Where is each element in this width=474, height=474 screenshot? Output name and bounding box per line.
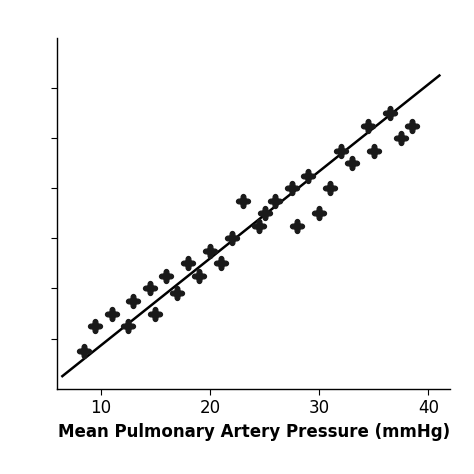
Point: [370, 147, 378, 155]
Point: [255, 222, 263, 229]
Point: [151, 310, 159, 317]
Point: [304, 172, 312, 180]
Point: [337, 147, 345, 155]
Point: [81, 347, 88, 355]
X-axis label: Mean Pulmonary Artery Pressure (mmHg): Mean Pulmonary Artery Pressure (mmHg): [57, 423, 450, 441]
Point: [108, 310, 115, 317]
Point: [365, 122, 372, 129]
Point: [315, 210, 323, 217]
Point: [206, 247, 214, 255]
Point: [129, 297, 137, 305]
Point: [195, 272, 203, 280]
Point: [239, 197, 246, 205]
Point: [288, 184, 296, 192]
Point: [173, 290, 181, 297]
Point: [272, 197, 279, 205]
Point: [261, 210, 268, 217]
Point: [408, 122, 416, 129]
Point: [124, 322, 132, 330]
Point: [163, 272, 170, 280]
Point: [397, 134, 405, 142]
Point: [146, 285, 154, 292]
Point: [184, 260, 192, 267]
Point: [348, 159, 356, 167]
Point: [228, 235, 236, 242]
Point: [91, 322, 99, 330]
Point: [326, 184, 334, 192]
Point: [293, 222, 301, 229]
Point: [217, 260, 225, 267]
Point: [386, 109, 394, 117]
